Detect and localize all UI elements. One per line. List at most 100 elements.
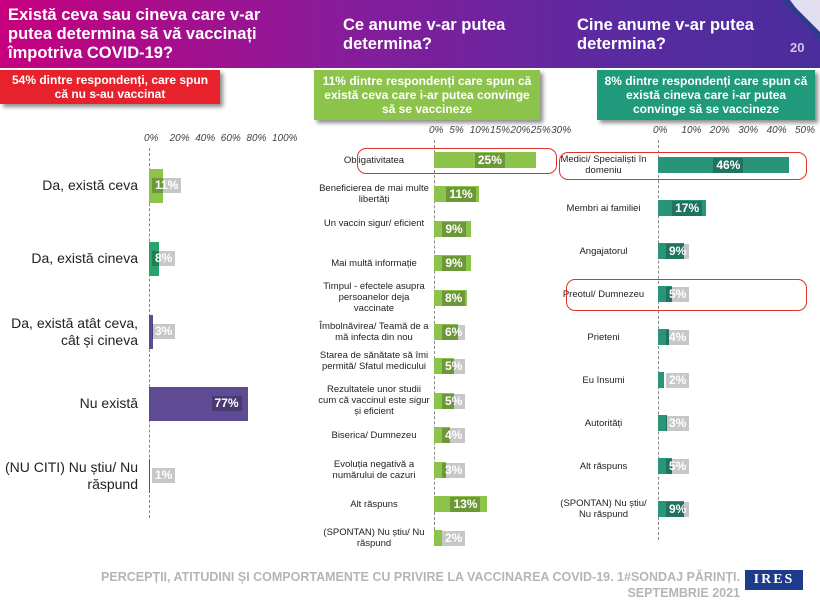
header-decoration — [780, 0, 820, 40]
category-label: Starea de sănătate să îmi permită/ Sfatu… — [319, 349, 429, 372]
data-label: 13% — [450, 497, 481, 512]
title-left: Există ceva sau cineva care v-ar putea d… — [8, 6, 261, 62]
header-bar: Există ceva sau cineva care v-ar putea d… — [0, 0, 820, 68]
category-label: Prieteni — [587, 331, 620, 343]
axis-baseline — [434, 140, 435, 540]
bar — [658, 157, 789, 173]
data-label: 2% — [666, 373, 690, 388]
bar — [658, 501, 684, 517]
category-label: Beneficierea de mai multe libertăți — [319, 183, 429, 206]
bar — [434, 152, 536, 168]
banner-middle: 11% dintre respondenți care spun că exis… — [314, 70, 540, 120]
tick-label-2: 10% — [469, 125, 490, 136]
category-label: Îmbolnăvirea/ Teamă de a mă infecta din … — [319, 321, 429, 343]
tick-label-5: 100% — [272, 133, 298, 144]
footer-line1: PERCEPȚII, ATITUDINI ȘI COMPORTAMENTE CU… — [101, 570, 740, 584]
data-label: 6% — [442, 325, 466, 340]
category-label: Membri ai familiei — [566, 202, 641, 214]
bar — [434, 220, 471, 237]
tick-label-4: 40% — [766, 125, 787, 136]
tick-label-0: 0% — [144, 133, 159, 144]
bar — [434, 358, 455, 375]
data-label: 77% — [211, 396, 242, 411]
data-label: 11% — [152, 178, 182, 193]
category-label: Angajatorul — [579, 245, 628, 257]
category-label: Nu există — [79, 395, 138, 411]
category-label: (SPONTAN) Nu știu/ Nu răspund — [323, 527, 425, 550]
logo-tagline — [745, 591, 803, 596]
tick-label-1: 20% — [169, 133, 190, 144]
category-label: (SPONTAN) Nu știu/ Nu răspund — [560, 498, 647, 520]
data-label: 5% — [442, 359, 466, 375]
category-label: Un vaccin sigur/ eficient — [323, 217, 425, 229]
banner-left: 54% dintre respondenți, care spun că nu … — [0, 70, 220, 104]
data-label: 2% — [442, 531, 466, 547]
category-label: Medici/ Specialiști în domeniu — [560, 154, 647, 176]
bar — [434, 530, 443, 547]
bar — [434, 255, 471, 272]
data-label: 5% — [442, 393, 466, 409]
data-label: 17% — [672, 201, 703, 216]
tick-label-0: 0% — [429, 125, 444, 136]
data-label: 4% — [666, 330, 690, 345]
category-label: Timpul - efectele asupra persoanelor dej… — [323, 281, 425, 315]
bar — [149, 459, 151, 493]
data-label: 8% — [152, 251, 176, 266]
data-label: 5% — [666, 459, 690, 474]
bar — [658, 329, 670, 345]
bar — [434, 186, 479, 203]
highlight-box — [559, 152, 807, 180]
bar — [149, 387, 248, 421]
category-label: Biserica/ Dumnezeu — [331, 429, 417, 441]
footer-text: PERCEPȚII, ATITUDINI ȘI COMPORTAMENTE CU… — [30, 569, 740, 601]
category-label: Obligativitatea — [343, 154, 405, 166]
tick-label-5: 25% — [530, 125, 551, 136]
tick-label-1: 5% — [449, 125, 464, 136]
tick-label-2: 20% — [709, 125, 730, 136]
tick-label-2: 40% — [195, 133, 216, 144]
bar — [434, 496, 487, 512]
tick-label-6: 30% — [551, 125, 572, 136]
bar — [658, 200, 707, 216]
data-label: 4% — [442, 428, 466, 444]
data-label: 5% — [666, 287, 690, 302]
bar — [434, 289, 467, 306]
tick-label-1: 10% — [681, 125, 702, 136]
banner-right: 8% dintre respondenți care spun că exist… — [597, 70, 815, 120]
highlight-box — [357, 148, 557, 174]
bar — [658, 415, 667, 431]
tick-label-3: 60% — [220, 133, 241, 144]
bar — [434, 427, 451, 444]
bar — [149, 242, 160, 276]
data-label: 3% — [442, 462, 466, 478]
title-right: Cine anume v-ar putea determina? — [577, 16, 754, 53]
bar — [149, 315, 153, 349]
bar — [149, 169, 164, 203]
tick-label-5: 50% — [795, 125, 816, 136]
data-label: 11% — [446, 187, 476, 203]
category-label: Rezultatele unor studii cum că vaccinul … — [318, 384, 430, 418]
data-label: 25% — [474, 153, 505, 168]
tick-label-4: 80% — [246, 133, 267, 144]
title-middle: Ce anume v-ar putea determina? — [343, 16, 506, 53]
tick-label-4: 20% — [510, 125, 531, 136]
category-label: Da, există cineva — [31, 250, 138, 266]
data-label: 9% — [442, 256, 466, 272]
tick-label-3: 30% — [738, 125, 759, 136]
bar — [434, 461, 447, 478]
category-label: (NU CITI) Nu știu/ Nu răspund — [4, 459, 138, 492]
category-label: Preotul/ Dumnezeu — [562, 288, 645, 300]
bar — [434, 392, 455, 409]
data-label: 9% — [442, 221, 466, 237]
footer-line2: SEPTEMBRIE 2021 — [627, 586, 740, 600]
data-label: 1% — [152, 468, 176, 483]
data-label: 8% — [442, 290, 466, 306]
ires-logo: IRES — [745, 570, 803, 590]
category-label: Mai multă informație — [331, 257, 417, 269]
tick-label-3: 15% — [490, 125, 511, 136]
category-label: Da, există ceva — [42, 177, 138, 193]
data-label: 46% — [713, 158, 744, 173]
bar — [658, 372, 664, 388]
category-label: Eu însumi — [582, 374, 625, 386]
bar — [658, 286, 673, 302]
